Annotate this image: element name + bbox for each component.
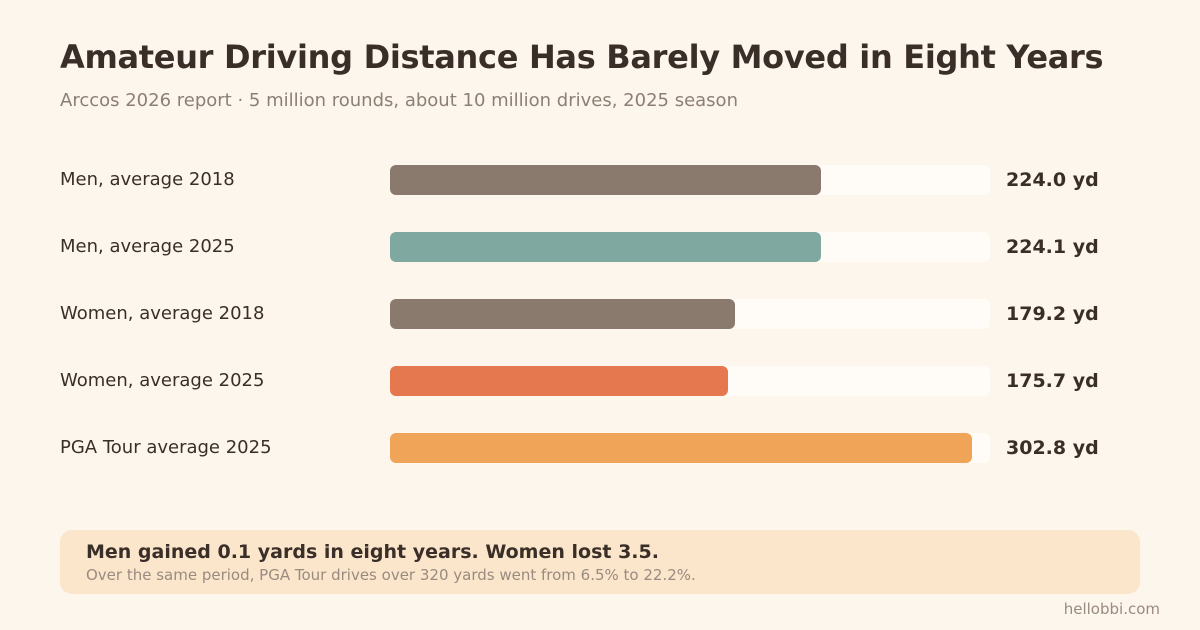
footer-source: hellobbi.com xyxy=(1063,600,1160,618)
callout-headline: Men gained 0.1 yards in eight years. Wom… xyxy=(86,541,659,563)
callout-detail: Over the same period, PGA Tour drives ov… xyxy=(86,566,696,584)
bar-value-label: 224.0 yd xyxy=(1006,169,1099,191)
category-label: Women, average 2018 xyxy=(60,303,265,324)
bar xyxy=(390,232,821,262)
bar-track xyxy=(390,232,990,262)
page-subtitle: Arccos 2026 report · 5 million rounds, a… xyxy=(60,90,738,111)
bar-value-label: 175.7 yd xyxy=(1006,370,1099,392)
category-label: Women, average 2025 xyxy=(60,370,265,391)
category-label: Men, average 2018 xyxy=(60,169,235,190)
bar-track xyxy=(390,366,990,396)
bar xyxy=(390,299,735,329)
bar-value-label: 224.1 yd xyxy=(1006,236,1099,258)
category-label: PGA Tour average 2025 xyxy=(60,437,272,458)
page-title: Amateur Driving Distance Has Barely Move… xyxy=(60,38,1104,76)
bar-track xyxy=(390,433,990,463)
bar xyxy=(390,366,728,396)
bar xyxy=(390,165,821,195)
bar-value-label: 179.2 yd xyxy=(1006,303,1099,325)
category-label: Men, average 2025 xyxy=(60,236,235,257)
bar-track xyxy=(390,299,990,329)
bar-value-label: 302.8 yd xyxy=(1006,437,1099,459)
bar-track xyxy=(390,165,990,195)
callout-box: Men gained 0.1 yards in eight years. Wom… xyxy=(60,530,1140,594)
bar xyxy=(390,433,972,463)
